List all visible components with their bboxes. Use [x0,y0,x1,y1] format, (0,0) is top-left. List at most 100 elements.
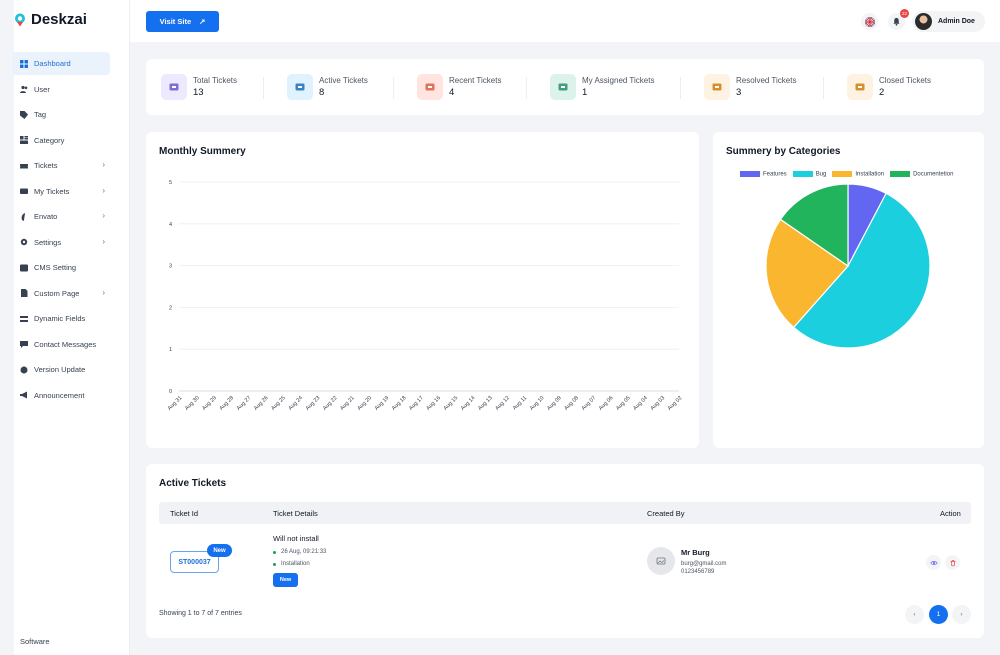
column-action: Action [940,509,961,518]
chevron-right-icon: › [102,236,105,246]
legend-item[interactable]: Bug [792,171,827,178]
chart-icon [287,74,313,100]
sidebar-item-custom-page[interactable]: Custom Page › [12,282,110,305]
sidebar-item-version-update[interactable]: Version Update [12,358,110,381]
category-icon [20,136,28,144]
categories-pie-chart [765,183,931,349]
stat-label: Resolved Tickets [736,76,797,85]
stat-value: 13 [193,87,204,98]
stat-label: Closed Tickets [879,76,932,85]
ticket-icon [161,74,187,100]
ticket-id-link[interactable]: ST000037 [170,551,219,573]
y-tick-label: 5 [169,180,172,186]
legend-swatch [792,171,813,177]
view-button[interactable] [926,555,941,570]
stat-value: 8 [319,87,325,98]
sidebar-item-label: Category [34,135,65,145]
pagination-next-button[interactable]: › [952,605,971,624]
sidebar-item-announcement[interactable]: Announcement [12,384,110,407]
pie-slice-installation[interactable] [765,218,849,329]
x-tick-label: Aug 30 [184,395,201,412]
stat-recent-tickets: Recent Tickets 4 [417,74,501,100]
tag-icon [847,74,873,100]
x-tick-label: Aug 16 [425,395,442,412]
sidebar-item-settings[interactable]: Settings › [12,231,110,254]
stat-value: 3 [736,87,742,98]
chevron-right-icon: › [960,611,963,618]
logo[interactable]: Deskzai [14,11,87,28]
status-badge: New [273,573,298,587]
pagination-page-1[interactable]: 1 [929,605,948,624]
sidebar-item-dashboard[interactable]: Dashboard [12,52,110,75]
y-tick-label: 0 [169,389,172,395]
sidebar-item-cms-setting[interactable]: CMS Setting [12,256,110,279]
sidebar-item-dynamic-fields[interactable]: Dynamic Fields [12,307,110,330]
visit-site-button[interactable]: Visit Site ↗ [146,11,219,32]
message-icon [20,340,28,348]
sidebar-item-label: Dashboard [34,59,71,68]
ticket-category-text: Installation [281,561,310,567]
creator-phone: 0123456789 [681,569,715,575]
ticket-date: 26 Aug, 09:21:33 [273,549,326,555]
x-tick-label: Aug 28 [219,395,236,412]
user-menu[interactable]: Admin Doe [912,11,985,32]
sidebar-item-my-tickets[interactable]: My Tickets › [12,180,110,203]
chevron-right-icon: › [102,211,105,220]
x-tick-label: Aug 21 [339,395,356,412]
sidebar-item-user[interactable]: User [12,78,110,101]
legend-item[interactable]: Features [740,171,787,178]
fields-icon [20,315,28,323]
external-link-icon: ↗ [199,17,206,26]
grid-icon [20,59,28,68]
ticket-icon [20,162,28,170]
legend-label: Bug [815,171,827,178]
sidebar-item-tickets[interactable]: Tickets › [12,154,110,177]
x-tick-label: Aug 03 [650,395,667,412]
pie-slice-bug[interactable] [792,192,931,349]
x-tick-label: Aug 07 [581,395,598,412]
x-tick-label: Aug 23 [305,395,322,412]
ticket-subject[interactable]: Will not install [273,534,319,543]
sidebar-item-envato[interactable]: Envato › [12,205,110,228]
stat-resolved-tickets: Resolved Tickets 3 [704,74,796,100]
pagination-prev-button[interactable]: ‹ [905,605,924,624]
active-tickets-title: Active Tickets [159,478,227,489]
my-tickets-icon [20,187,28,195]
x-tick-label: Aug 24 [288,395,305,412]
pie-slice-documentetion[interactable] [779,183,849,268]
legend-swatch [832,171,853,177]
sidebar-item-contact-messages[interactable]: Contact Messages [12,333,110,356]
categories-card: Summery by Categories Features Bug Install… [713,132,984,448]
x-tick-label: Aug 12 [494,395,511,412]
x-tick-label: Aug 02 [667,395,684,412]
x-tick-label: Aug 22 [322,395,339,412]
x-tick-label: Aug 08 [563,395,580,412]
sidebar-item-tag[interactable]: Tag [12,103,110,126]
x-tick-label: Aug 25 [270,395,287,412]
new-badge: New [207,544,232,557]
legend-item[interactable]: Installation [832,171,884,178]
update-icon [20,366,28,374]
chevron-right-icon: › [102,160,105,169]
legend-swatch [740,171,760,177]
stat-divider [823,77,824,99]
x-tick-label: Aug 17 [408,395,425,412]
x-tick-label: Aug 11 [512,395,528,411]
delete-button[interactable] [945,555,960,570]
notifications-button[interactable] [888,13,905,30]
stat-label: Active Tickets [319,76,368,85]
pagination-info: Showing 1 to 7 of 7 entries [159,610,242,617]
language-button[interactable] [861,13,878,30]
sidebar-item-category[interactable]: Category [12,129,110,152]
x-tick-label: Aug 14 [460,395,477,412]
x-tick-label: Aug 27 [236,395,253,412]
y-tick-label: 3 [169,264,172,270]
sidebar-item-label: Tickets [34,161,58,170]
stat-divider [263,77,264,99]
sidebar-nav: Dashboard User Tag Category Tickets › My Ticke… [12,52,110,409]
legend-item[interactable]: Documentetion [890,171,953,178]
stat-divider [393,77,394,99]
sidebar-item-label: Dynamic Fields [34,314,86,323]
x-tick-label: Aug 31 [167,395,184,412]
